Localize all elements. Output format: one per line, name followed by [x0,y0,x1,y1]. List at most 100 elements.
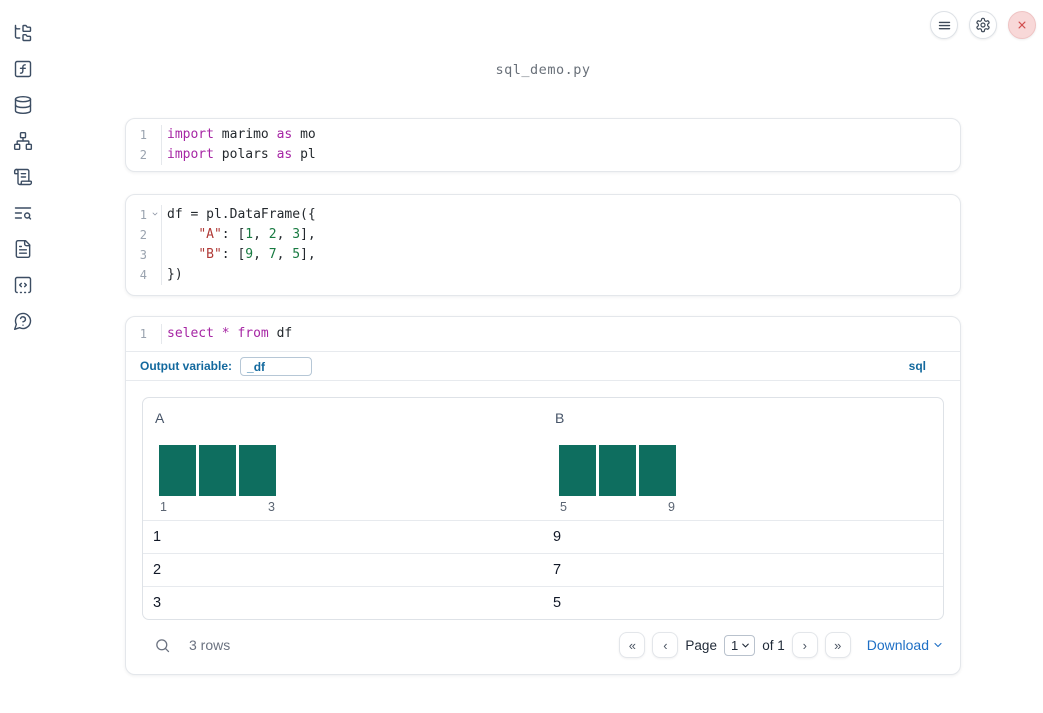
column-header-b[interactable]: B 5 9 [543,398,943,520]
code-line: 1 import marimo as mo [126,125,960,145]
sidebar-item-dependencies[interactable] [12,130,34,152]
language-badge: sql [908,359,926,373]
help-circle-icon [13,312,32,331]
notebook-menu-button[interactable] [930,11,958,39]
line-number: 2 [126,145,162,165]
code-token: , [253,227,269,242]
code-cell-dataframe: 1 df = pl.DataFrame({ 2 "A": [1, 2, 3], … [125,194,961,296]
function-square-icon [14,60,32,78]
histogram-bar [199,445,236,496]
shutdown-button[interactable] [1008,11,1036,39]
settings-button[interactable] [969,11,997,39]
code-content[interactable]: "B": [9, 7, 5], [162,245,315,265]
folder-tree-icon [14,24,32,42]
output-variable-input[interactable]: _df [240,356,313,376]
column-name: B [555,410,565,426]
list-search-icon [14,207,32,220]
histogram-max-label: 9 [668,500,675,514]
histogram-labels: 5 9 [559,496,676,514]
code-token [214,326,222,341]
code-token [167,247,198,262]
code-token: , [253,247,269,262]
next-page-button[interactable]: › [791,632,818,658]
menu-icon [938,21,950,29]
sidebar-item-snippets[interactable] [12,274,34,296]
page-label: Page [685,637,717,653]
code-token: import [167,127,214,142]
sidebar-item-logs[interactable] [12,202,34,224]
prev-page-button[interactable]: ‹ [652,632,679,658]
page-select[interactable]: 1 [723,634,756,656]
histogram-bar [239,445,276,496]
histogram-bar [159,445,196,496]
code-token: : [ [221,247,246,262]
table-row: 3 5 [143,586,943,619]
code-token [167,227,198,242]
fold-toggle[interactable] [151,210,159,218]
table-cell: 7 [553,562,562,578]
download-button[interactable]: Download [867,637,944,653]
column-histogram: 1 3 [159,445,276,514]
sidebar-item-documentation[interactable] [12,238,34,260]
column-histogram: 5 9 [559,445,676,514]
code-content[interactable]: import marimo as mo [162,125,316,145]
table-footer: 3 rows « ‹ Page 1 of 1 › » Download [142,620,944,658]
code-content[interactable]: "A": [1, 2, 3], [162,225,315,245]
dataframe-table: A 1 3 B [142,397,944,620]
code-content[interactable]: import polars as pl [162,145,316,165]
search-icon [155,638,169,652]
table-cell: 9 [553,529,562,545]
sidebar-item-data-sources[interactable] [12,94,34,116]
sql-cell: 1 select * from df Output variable: _df … [125,316,961,675]
table-row: 2 7 [143,553,943,586]
histogram-bar [599,445,636,496]
notebook-filename[interactable]: sql_demo.py [495,62,591,78]
code-token: 2 [268,227,277,242]
code-token: pl [292,147,316,162]
histogram-max-label: 3 [268,500,275,514]
row-count: 3 rows [189,637,231,653]
network-icon [13,131,33,151]
code-content[interactable]: select * from df [162,324,292,344]
code-line: 2 "A": [1, 2, 3], [126,225,960,245]
table-cell: 2 [153,562,162,578]
sidebar-item-help[interactable] [12,310,34,332]
code-token: }) [167,267,183,282]
histogram-min-label: 5 [560,500,567,514]
line-number: 4 [126,265,162,285]
table-cell: 5 [553,595,562,611]
code-token: "B" [198,247,222,262]
first-page-button[interactable]: « [619,632,646,658]
code-line: 2 import polars as pl [126,145,960,165]
chevron-down-icon [742,643,749,647]
line-number: 1 [126,324,162,344]
histogram-min-label: 1 [160,500,167,514]
code-token: df = pl.DataFrame({ [167,207,316,222]
histogram-bars [159,445,276,496]
file-text-icon [15,239,31,259]
code-token: 7 [268,247,277,262]
code-token: as [276,127,293,142]
cell-output: A 1 3 B [126,381,960,674]
sidebar-item-variables[interactable] [12,58,34,80]
code-token: from [237,326,269,341]
code-content[interactable]: df = pl.DataFrame({ [162,205,316,225]
code-token: , [276,227,293,242]
line-number: 3 [126,245,162,265]
code-token: , [276,247,293,262]
code-token: * [221,326,230,341]
table-search-button[interactable] [151,634,173,656]
code-content[interactable]: }) [162,265,183,285]
sql-cell-toolbar: Output variable: _df sql [126,352,960,381]
histogram-bar [639,445,676,496]
chevron-down-icon [934,642,942,648]
histogram-labels: 1 3 [159,496,276,514]
sidebar-item-scratchpad[interactable] [12,166,34,188]
code-token: 3 [292,227,301,242]
sidebar-item-file-explorer[interactable] [12,22,34,44]
last-page-button[interactable]: » [824,632,851,658]
code-token: polars [213,147,277,162]
code-token: 1 [245,227,254,242]
table-header: A 1 3 B [143,398,943,520]
column-header-a[interactable]: A 1 3 [143,398,543,520]
